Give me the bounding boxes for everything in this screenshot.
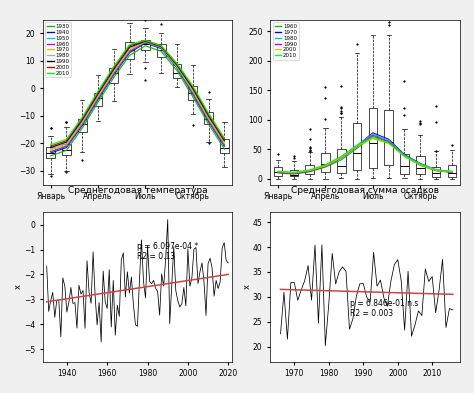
- PathPatch shape: [157, 44, 165, 57]
- PathPatch shape: [93, 94, 102, 106]
- PathPatch shape: [78, 119, 86, 132]
- Text: p = 6.097e-04 *
R2 = 0.13: p = 6.097e-04 * R2 = 0.13: [137, 242, 199, 261]
- Legend: 1960, 1970, 1980, 1990, 2000, 2010: 1960, 1970, 1980, 1990, 2000, 2010: [273, 22, 299, 60]
- PathPatch shape: [220, 139, 228, 153]
- Legend: 1930, 1940, 1950, 1960, 1970, 1980, 1990, 2000, 2010: 1930, 1940, 1950, 1960, 1970, 1980, 1990…: [46, 22, 71, 77]
- PathPatch shape: [353, 123, 361, 170]
- Text: Среднегодовая температура: Среднегодовая температура: [68, 186, 207, 195]
- PathPatch shape: [173, 64, 181, 77]
- PathPatch shape: [447, 165, 456, 177]
- Text: Среднегодовая сумма осадков: Среднегодовая сумма осадков: [291, 186, 439, 195]
- PathPatch shape: [204, 112, 213, 125]
- Y-axis label: x: x: [242, 285, 251, 289]
- PathPatch shape: [62, 144, 71, 155]
- Text: p = 6.846e-01 n.s
R2 = 0.003: p = 6.846e-01 n.s R2 = 0.003: [350, 299, 418, 318]
- PathPatch shape: [125, 42, 134, 59]
- Y-axis label: x: x: [13, 285, 22, 289]
- PathPatch shape: [109, 68, 118, 83]
- PathPatch shape: [290, 170, 298, 176]
- PathPatch shape: [337, 149, 346, 173]
- PathPatch shape: [384, 110, 393, 165]
- PathPatch shape: [368, 108, 377, 168]
- PathPatch shape: [432, 167, 440, 177]
- PathPatch shape: [46, 147, 55, 158]
- PathPatch shape: [400, 154, 409, 174]
- PathPatch shape: [305, 165, 314, 174]
- PathPatch shape: [416, 156, 425, 174]
- PathPatch shape: [141, 40, 150, 50]
- PathPatch shape: [273, 167, 283, 176]
- PathPatch shape: [188, 86, 197, 101]
- PathPatch shape: [321, 152, 330, 172]
